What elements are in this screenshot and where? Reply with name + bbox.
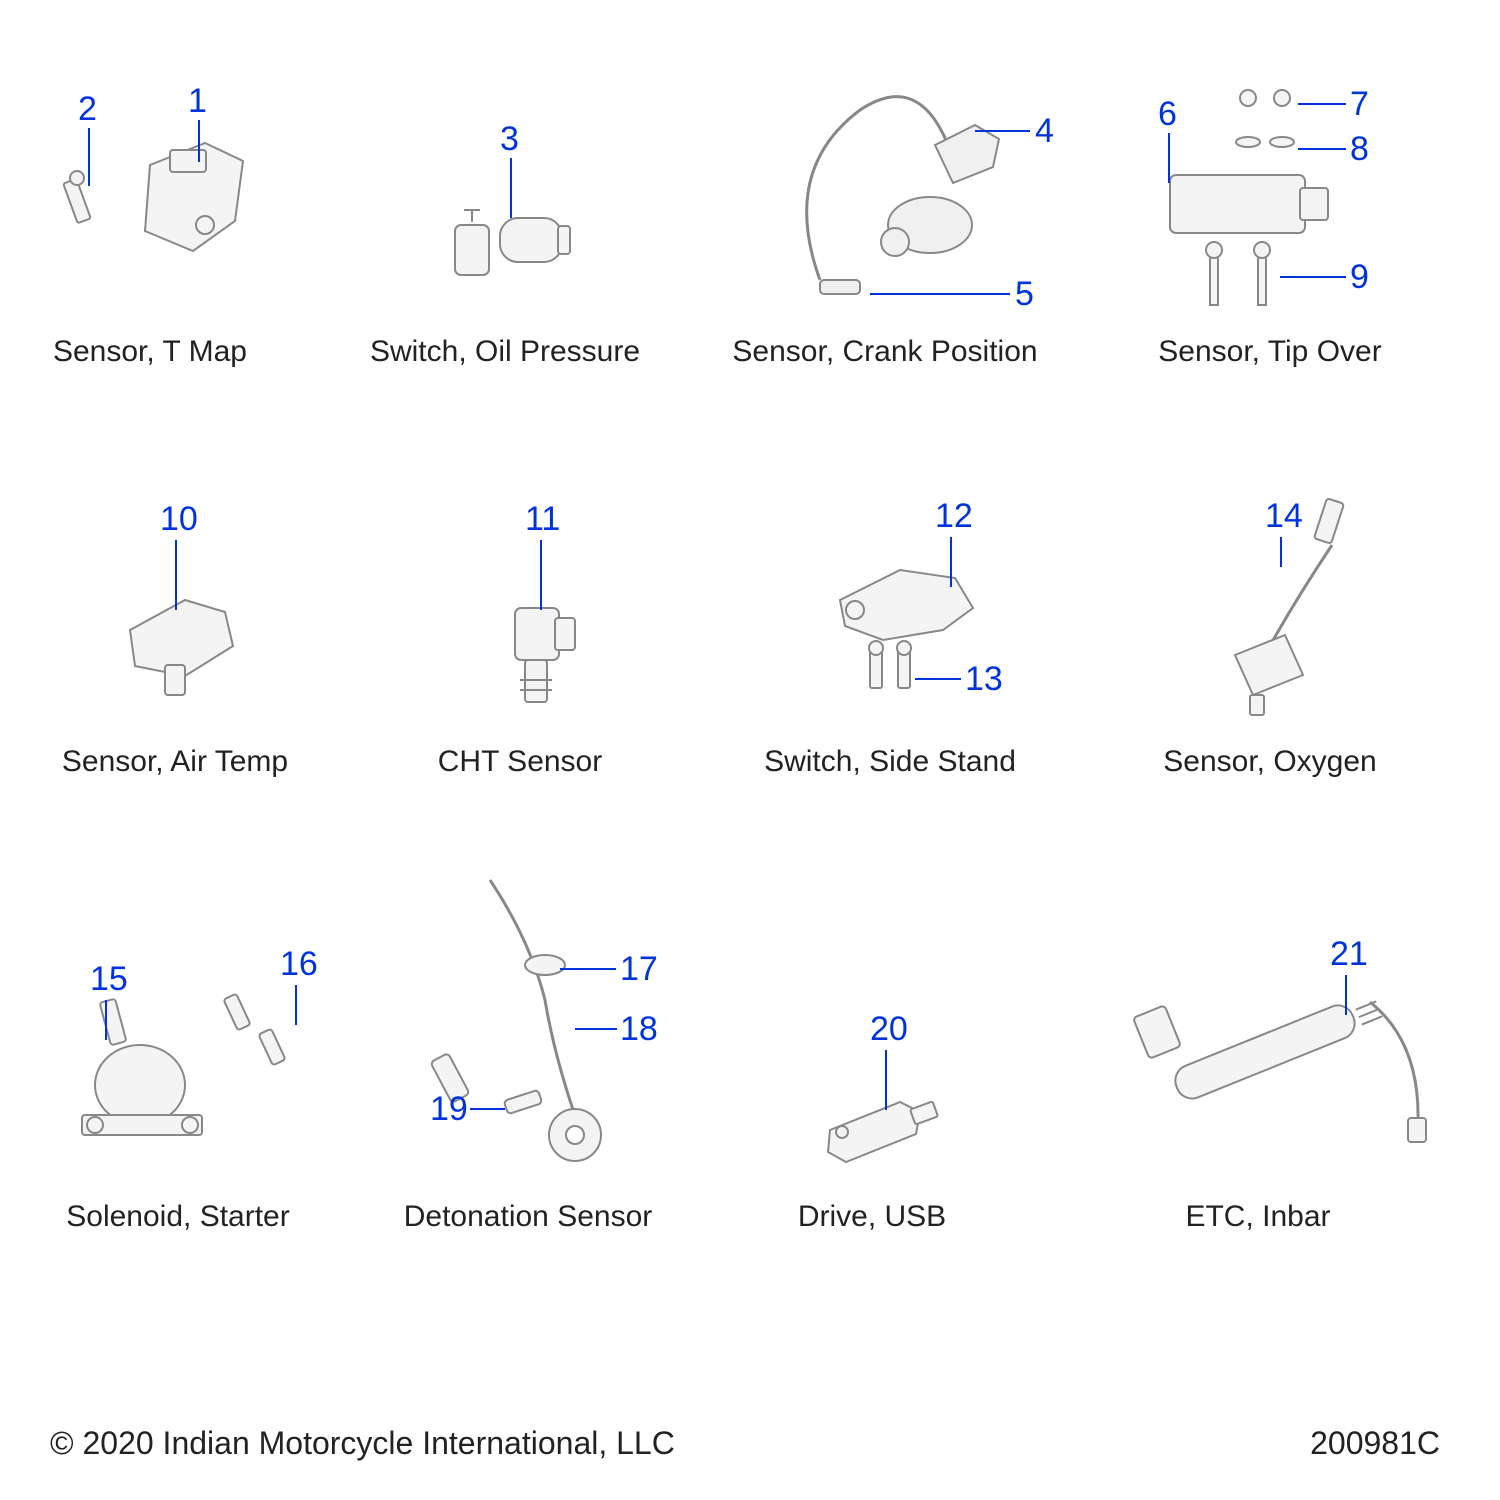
callout-13: 13 (965, 660, 1003, 699)
leader-line (175, 540, 177, 610)
callout-12: 12 (935, 497, 973, 536)
label-usb: Drive, USB (712, 1200, 1032, 1234)
callout-1: 1 (188, 82, 207, 121)
callout-21: 21 (1330, 935, 1368, 974)
callout-2: 2 (78, 90, 97, 129)
callout-19: 19 (430, 1090, 468, 1129)
callout-15: 15 (90, 960, 128, 999)
callout-9: 9 (1350, 258, 1369, 297)
leader-line (88, 128, 90, 186)
leader-line (975, 130, 1030, 132)
callout-4: 4 (1035, 112, 1054, 151)
label-airtemp: Sensor, Air Temp (15, 745, 335, 779)
leader-line (915, 678, 961, 680)
leader-line (950, 537, 952, 587)
label-starter: Solenoid, Starter (18, 1200, 338, 1234)
leader-line (1298, 148, 1346, 150)
label-etc: ETC, Inbar (1098, 1200, 1418, 1234)
label-tipover: Sensor, Tip Over (1110, 335, 1430, 369)
callout-6: 6 (1158, 95, 1177, 134)
leader-line (1298, 103, 1346, 105)
label-oxygen: Sensor, Oxygen (1110, 745, 1430, 779)
callout-18: 18 (620, 1010, 658, 1049)
callout-3: 3 (500, 120, 519, 159)
leader-line (198, 120, 200, 162)
callout-5: 5 (1015, 275, 1034, 314)
leader-line (1280, 537, 1282, 567)
callout-10: 10 (160, 500, 198, 539)
callout-17: 17 (620, 950, 658, 989)
label-cht: CHT Sensor (360, 745, 680, 779)
callout-7: 7 (1350, 85, 1369, 124)
leader-line (560, 968, 616, 970)
copyright-text: © 2020 Indian Motorcycle International, … (50, 1425, 675, 1462)
part-etc (0, 0, 1500, 1250)
diagram-id: 200981C (1310, 1425, 1440, 1462)
leader-line (295, 985, 297, 1025)
callout-14: 14 (1265, 497, 1303, 536)
callout-8: 8 (1350, 130, 1369, 169)
label-sidestand: Switch, Side Stand (730, 745, 1050, 779)
callout-16: 16 (280, 945, 318, 984)
leader-line (1280, 276, 1346, 278)
leader-line (870, 293, 1010, 295)
label-detonation: Detonation Sensor (368, 1200, 688, 1234)
label-tmap: Sensor, T Map (0, 335, 310, 369)
leader-line (470, 1108, 505, 1110)
diagram-canvas: Sensor, T Map Switch, Oil Pressure Senso… (0, 0, 1500, 1500)
leader-line (885, 1050, 887, 1110)
leader-line (540, 540, 542, 610)
label-crank: Sensor, Crank Position (725, 335, 1045, 369)
callout-11: 11 (525, 500, 560, 539)
leader-line (575, 1028, 617, 1030)
leader-line (510, 158, 512, 218)
leader-line (105, 1000, 107, 1040)
leader-line (1168, 133, 1170, 183)
leader-line (1345, 975, 1347, 1015)
callout-20: 20 (870, 1010, 908, 1049)
label-oilpress: Switch, Oil Pressure (345, 335, 665, 369)
